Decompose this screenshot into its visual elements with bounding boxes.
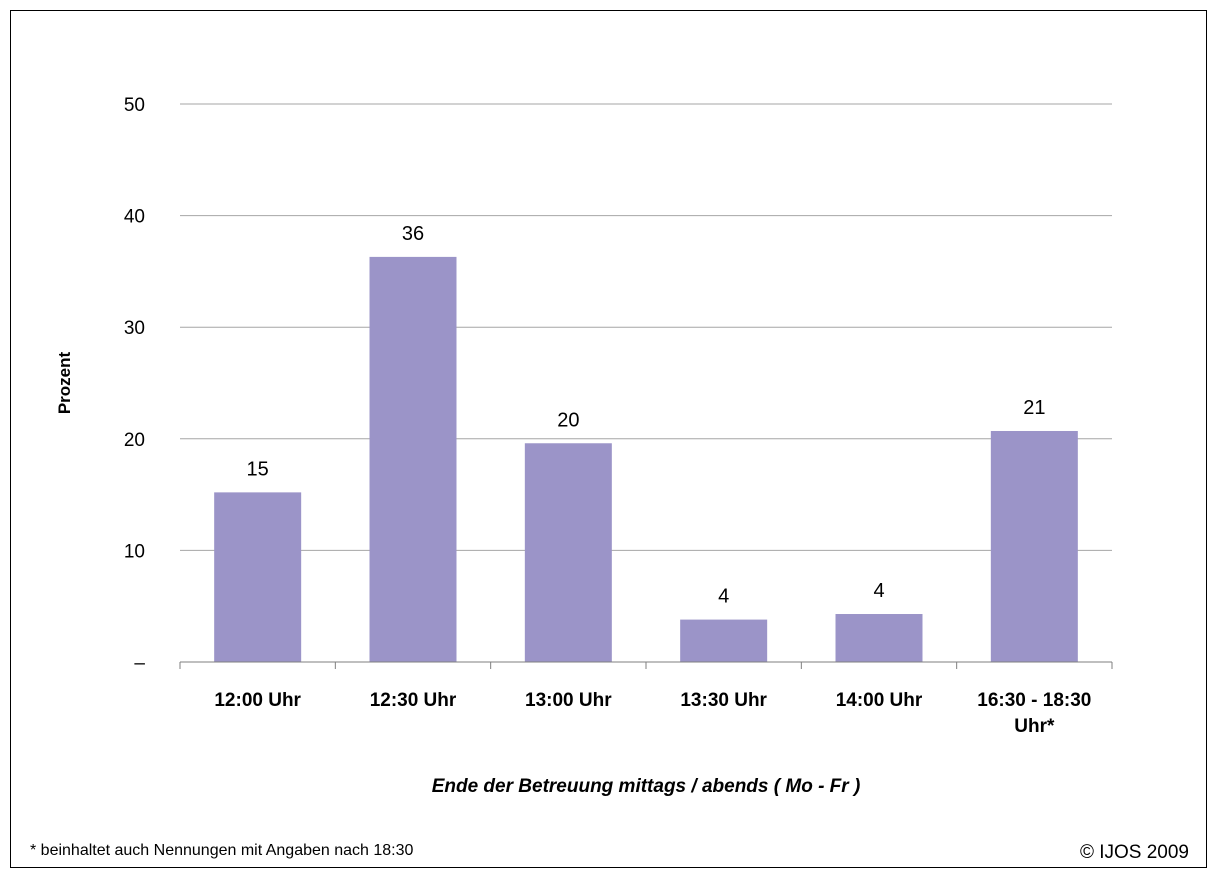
bar: [835, 614, 923, 662]
x-axis-title: Ende der Betreuung mittags / abends ( Mo…: [432, 776, 861, 797]
x-tick-label: 13:00 Uhr: [525, 690, 612, 711]
y-axis-title: Prozent: [55, 351, 74, 414]
data-label: 20: [557, 409, 579, 431]
bar: [680, 619, 768, 662]
copyright: © IJOS 2009: [1079, 842, 1189, 863]
y-tick-label: 40: [124, 207, 145, 228]
y-tick-label: 10: [124, 541, 145, 562]
y-tick-label: 20: [124, 430, 145, 451]
x-tick-label: 12:00 Uhr: [214, 690, 301, 711]
x-tick-label: 14:00 Uhr: [836, 690, 923, 711]
bar: [369, 256, 457, 662]
x-tick-label: 13:30 Uhr: [680, 690, 767, 711]
y-tick-label: 50: [124, 95, 145, 116]
chart-frame: [10, 10, 1207, 868]
data-label: 4: [718, 586, 729, 608]
bar: [990, 430, 1078, 662]
data-label: 15: [247, 458, 269, 480]
data-label: 36: [402, 223, 424, 245]
x-tick-label: 12:30 Uhr: [370, 690, 457, 711]
y-tick-label: 30: [124, 318, 145, 339]
data-label: 4: [873, 580, 884, 602]
y-tick-label: –: [134, 653, 145, 674]
x-tick-label: 16:30 - 18:30 Uhr*: [977, 690, 1091, 737]
bar: [524, 443, 612, 662]
bar: [214, 492, 302, 662]
footnote: * beinhaltet auch Nennungen mit Angaben …: [30, 842, 414, 859]
data-label: 21: [1023, 397, 1045, 419]
